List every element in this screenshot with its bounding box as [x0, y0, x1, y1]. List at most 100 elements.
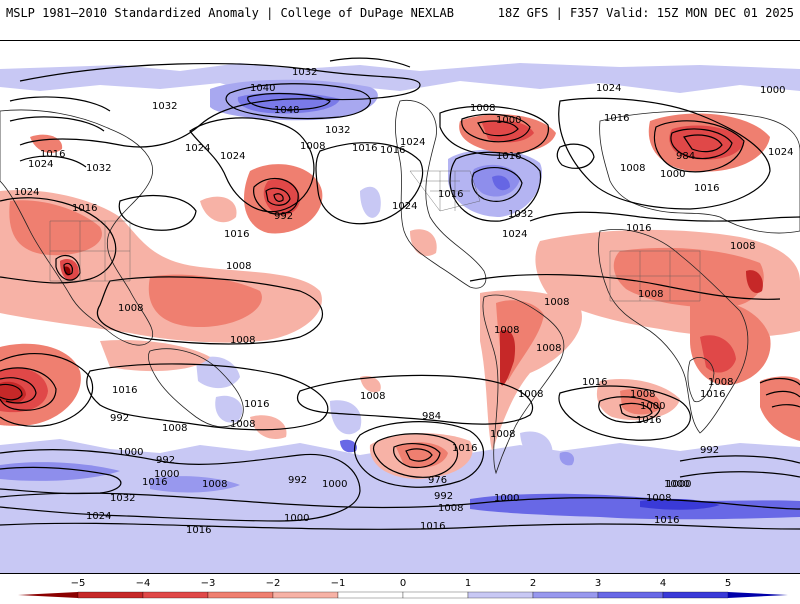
isobar-label: 1024	[14, 187, 39, 198]
isobar-label: 1008	[518, 389, 543, 400]
colorbar-ticks: −5 −4 −3 −2 −1 0 1 2 3 4 5	[71, 578, 732, 589]
isobar-label: 1024	[86, 511, 111, 522]
isobar-label: 1008	[230, 335, 255, 346]
colorbar-segment	[597, 591, 664, 599]
isobar-label: 992	[434, 491, 453, 502]
isobar-label: 1032	[152, 101, 177, 112]
isobar-label: 1016	[352, 143, 377, 154]
isobar-label: 1000	[118, 447, 143, 458]
isobar-label: 1032	[325, 125, 350, 136]
colorbar-tick-label: −4	[136, 578, 151, 589]
map-title: MSLP 1981–2010 Standardized Anomaly | Co…	[6, 6, 454, 20]
isobar-label: 1016	[40, 149, 65, 160]
isobar-label: 1016	[654, 515, 679, 526]
isobar-label: 992	[288, 475, 307, 486]
isobar-label: 1024	[502, 229, 527, 240]
colorbar-segment	[337, 591, 404, 599]
model-run-info: 18Z GFS | F357 Valid: 15Z MON DEC 01 202…	[497, 6, 794, 20]
colorbar-segment	[532, 591, 599, 599]
isobar-label: 1048	[274, 105, 299, 116]
colorbar-tick-label: 5	[725, 578, 731, 589]
isobar-label: 1008	[494, 325, 519, 336]
political-boundaries	[49, 170, 701, 302]
isobar-label: 1000	[664, 479, 689, 490]
isobar-label: 1024	[596, 83, 621, 94]
isobar-label: 1008	[360, 391, 385, 402]
isobar-label: 1016	[700, 389, 725, 400]
isobar-label: 992	[274, 211, 293, 222]
isobar-label: 1016	[438, 189, 463, 200]
colorbar-tick-label: −3	[201, 578, 216, 589]
isobar-label: 1032	[292, 67, 317, 78]
isobar-label: 1008	[438, 503, 463, 514]
colorbar-tick-label: −5	[71, 578, 86, 589]
isobar-label: 1008	[230, 419, 255, 430]
colorbar-segment	[272, 591, 339, 599]
negative-anomaly-shading	[0, 113, 800, 479]
isobar-label: 1032	[508, 209, 533, 220]
isobar-labels: 1032 1040 1048 1032 1008 1016 1032 1024 …	[14, 67, 793, 536]
isobar-label: 1008	[118, 303, 143, 314]
isobar-label: 1000	[666, 479, 691, 490]
colorbar-segment	[207, 591, 274, 599]
isobar-label: 1008	[226, 261, 251, 272]
isobar-label: 1016	[496, 151, 521, 162]
isobar-label: 1016	[604, 113, 629, 124]
colorbar: −5 −4 −3 −2 −1 0 1 2 3 4 5	[0, 574, 800, 600]
isobar-label: 1000	[284, 513, 309, 524]
isobar-label: 1008	[536, 343, 561, 354]
isobar-label: 984	[676, 151, 695, 162]
isobar-label: 1024	[400, 137, 425, 148]
isobar-label: 1016	[582, 377, 607, 388]
isobar-label: 1008	[620, 163, 645, 174]
isobar-label: 1016	[636, 415, 661, 426]
isobar-label: 1008	[162, 423, 187, 434]
isobar-label: 1024	[185, 143, 210, 154]
isobar-contours	[0, 57, 800, 530]
colorbar-tick-label: 4	[660, 578, 666, 589]
isobar-label: 992	[700, 445, 719, 456]
isobar-label: 1016	[694, 183, 719, 194]
isobar-label: 1008	[202, 479, 227, 490]
isobar-label: 1000	[494, 493, 519, 504]
colorbar-arrow-high	[728, 592, 788, 598]
isobar-label: 976	[428, 475, 447, 486]
colorbar-arrow-low	[18, 592, 78, 598]
isobar-label: 1016	[186, 525, 211, 536]
isobar-label: 1008	[638, 289, 663, 300]
isobar-label: 1000	[154, 469, 179, 480]
isobar-label: 1008	[470, 103, 495, 114]
isobar-label: 1032	[86, 163, 111, 174]
colorbar-segment	[402, 591, 469, 599]
isobar-label: 1008	[630, 389, 655, 400]
isobar-label: 1016	[420, 521, 445, 532]
isobar-label: 1032	[110, 493, 135, 504]
isobar-label: 1016	[380, 145, 405, 156]
isobar-label: 1000	[660, 169, 685, 180]
isobar-label: 1016	[244, 399, 269, 410]
isobar-label: 1016	[224, 229, 249, 240]
isobar-label: 992	[110, 413, 129, 424]
colorbar-tick-label: 0	[400, 578, 406, 589]
isobar-label: 1008	[708, 377, 733, 388]
isobar-label: 1008	[646, 493, 671, 504]
isobar-label: 1008	[544, 297, 569, 308]
isobar-label: 1016	[626, 223, 651, 234]
isobar-label: 1024	[392, 201, 417, 212]
colorbar-tick-label: 3	[595, 578, 601, 589]
colorbar-tick-label: −2	[266, 578, 281, 589]
colorbar-segment	[662, 591, 729, 599]
isobar-label: 1040	[250, 83, 275, 94]
isobar-label: 1008	[730, 241, 755, 252]
colorbar-segment	[142, 591, 209, 599]
colorbar-segment	[467, 591, 534, 599]
isobar-label: 1008	[490, 429, 515, 440]
isobar-label: 1024	[28, 159, 53, 170]
isobar-label: 1000	[322, 479, 347, 490]
colorbar-tick-label: 1	[465, 578, 471, 589]
anomaly-map[interactable]: 1032 1040 1048 1032 1008 1016 1032 1024 …	[0, 40, 800, 574]
isobar-label: 1024	[220, 151, 245, 162]
colorbar-tick-label: 2	[530, 578, 536, 589]
isobar-label: 1008	[300, 141, 325, 152]
isobar-label: 992	[156, 455, 175, 466]
